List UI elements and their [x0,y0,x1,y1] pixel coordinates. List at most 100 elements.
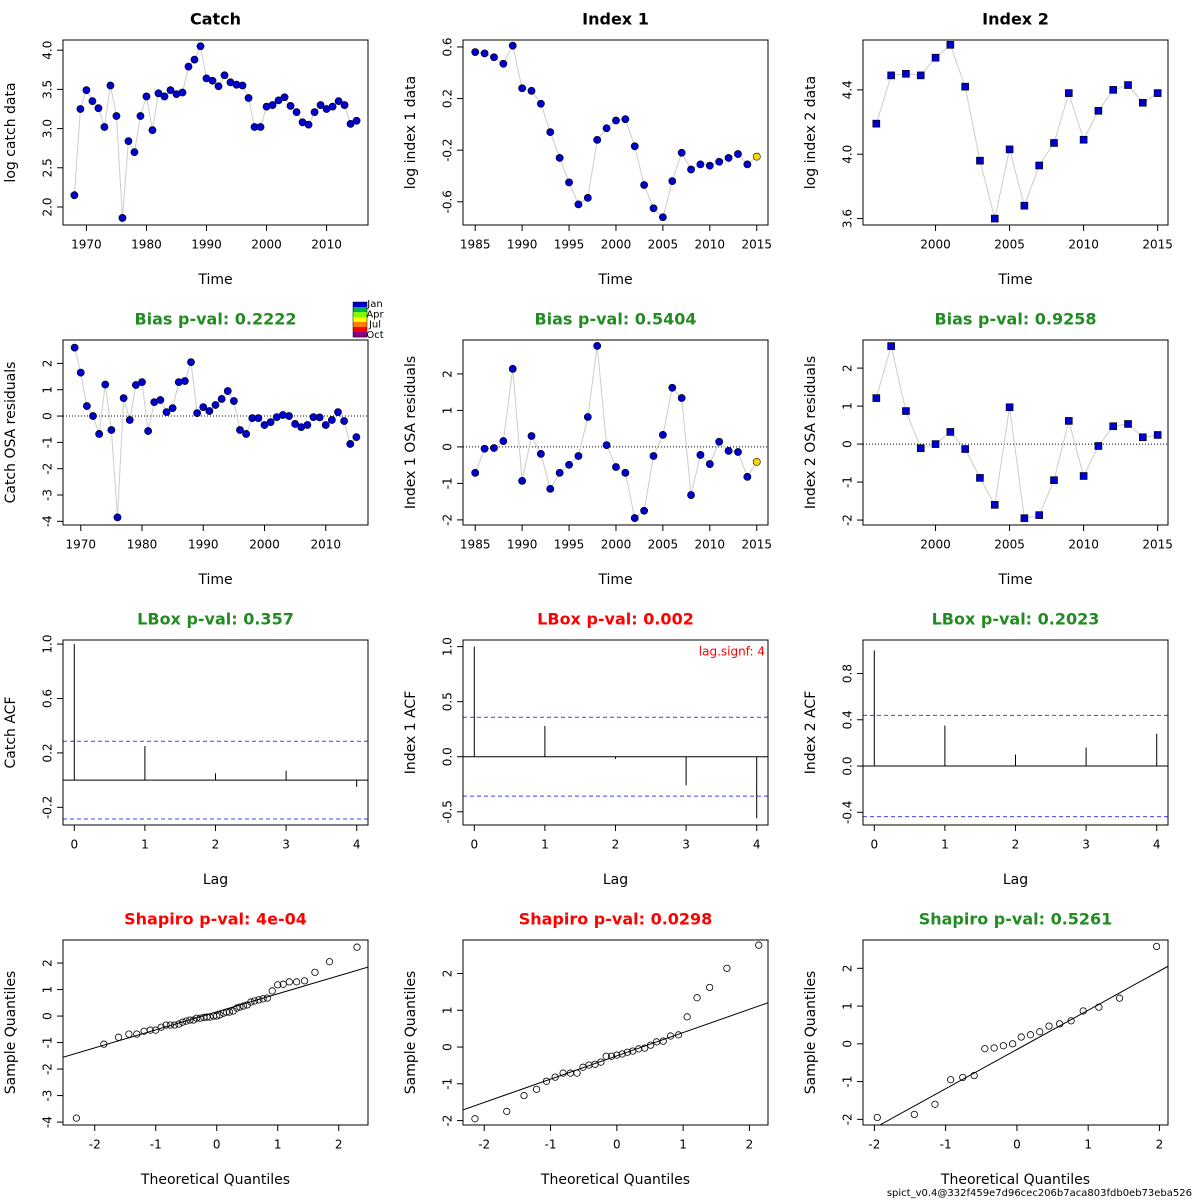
point [1094,442,1103,450]
y-axis-label: log index 1 data [403,76,419,189]
y-axis-label: Catch ACF [3,696,19,768]
point [618,1050,626,1058]
panel: Bias p-val: 0.9258 Time Index 2 OSA residu… [803,310,1173,589]
point [931,1100,939,1108]
point [214,82,223,91]
x-tick-label: 2000 [920,538,951,552]
annotation: lag.signf: 4 [699,645,765,659]
point [518,476,527,485]
point [574,452,583,460]
point [724,447,733,455]
point [658,430,667,439]
point [166,86,175,95]
point [593,135,602,144]
y-tick-label: 0 [441,1043,455,1051]
point [555,154,564,162]
x-tick-label: 2010 [310,538,341,552]
point [1009,1040,1017,1048]
point [723,964,731,972]
point [70,343,79,352]
point [1020,201,1029,210]
x-tick-label: 2 [1012,838,1020,852]
point [902,69,910,78]
point [668,383,677,392]
point [902,407,910,415]
point [607,1052,616,1060]
legend-label: Oct [366,330,383,341]
x-tick-label: 1 [541,838,549,852]
point [146,1026,154,1034]
point [873,1113,881,1122]
x-tick-label: 0 [870,838,878,852]
point [236,426,244,434]
panel: Bias p-val: 0.5404 Time Index 1 OSA residu… [403,310,772,589]
panel-title: Shapiro p-val: 0.0298 [519,910,713,929]
point [743,160,752,169]
point [340,101,349,109]
point [130,148,139,156]
legend-swatch [353,302,367,308]
y-tick-label: -1 [41,436,55,448]
point [1056,1020,1064,1028]
qq-line [63,966,368,1058]
qq-line [463,1002,768,1111]
point [976,474,984,482]
plot-area [873,942,1168,1125]
panel: Shapiro p-val: 0.0298 Theoretical Quantil… [403,910,769,1188]
y-tick-label: 0.0 [441,747,455,766]
point [250,997,259,1005]
point [1026,1031,1035,1039]
point [490,444,498,452]
point [328,102,337,111]
point [162,1021,170,1029]
plot-frame [462,939,769,1126]
point [490,53,498,62]
point [203,1013,211,1021]
y-tick-label: 4.0 [841,145,855,164]
x-tick-label: -1 [150,1138,162,1152]
panel-title: Bias p-val: 0.5404 [534,310,696,329]
point [293,978,301,986]
point [213,1012,221,1020]
point [239,1002,248,1010]
point [292,108,301,117]
plot-frame [462,639,769,826]
point [184,62,193,71]
series-line [73,44,357,218]
x-tick-label: 2010 [695,538,726,552]
plot-area [872,41,1162,223]
point [286,101,295,110]
y-tick-label: 1.0 [441,637,455,656]
point [268,101,277,109]
point [693,994,701,1002]
point [321,421,330,429]
point [887,71,895,80]
plot-area [70,42,361,222]
y-tick-label: -0.4 [841,801,855,824]
point [107,426,116,434]
x-tick-label: 3 [682,838,690,852]
panel-title: LBox p-val: 0.2023 [932,610,1100,629]
plot-frame [862,639,1169,826]
point [658,213,667,222]
point [573,1069,581,1077]
point [574,200,583,209]
point [602,441,611,449]
point [1094,106,1103,115]
plot-frame [462,39,769,226]
plot-area [471,41,761,222]
point [352,433,361,442]
x-tick-label: 2005 [994,538,1025,552]
point [106,81,115,90]
point [114,1033,123,1041]
point [166,1021,174,1029]
series-line [474,345,758,519]
point [119,394,128,403]
x-tick-label: 2015 [1142,238,1173,252]
point [247,998,255,1006]
x-tick-label: 4 [753,838,761,852]
point [76,105,85,113]
qq-line [878,965,1168,1125]
plot-area [63,343,368,522]
